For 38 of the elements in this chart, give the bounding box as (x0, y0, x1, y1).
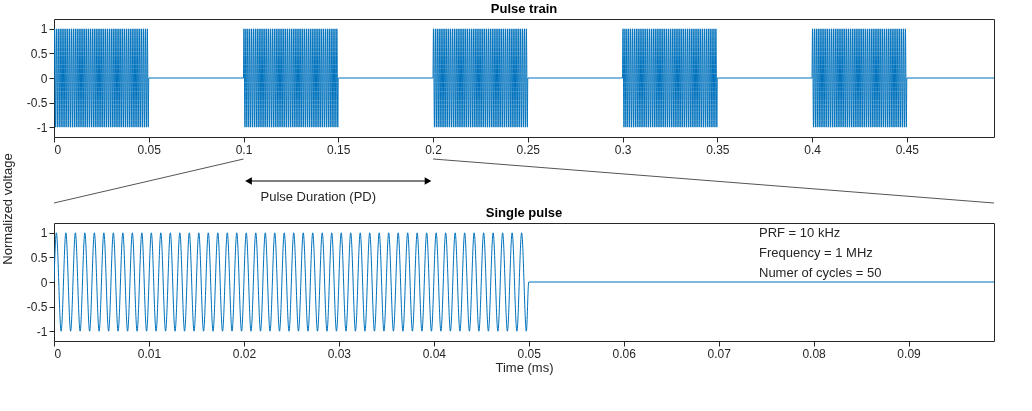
y-tick-label: 1 (40, 226, 48, 241)
x-tick-label: 0.35 (706, 142, 730, 157)
x-tick-label: 0.05 (517, 346, 542, 361)
x-tick-label: 0.04 (422, 346, 447, 361)
y-tick-label: 0 (40, 275, 48, 290)
y-tick-label: -1 (36, 324, 48, 339)
x-tick-label: 0.03 (327, 346, 352, 361)
x-tick-label: 0.01 (137, 346, 162, 361)
x-tick-label: 0.25 (516, 142, 541, 157)
x-tick-label: 0 (54, 346, 62, 361)
x-tick-label: 0.02 (232, 346, 257, 361)
y-tick-label: -0.5 (26, 300, 48, 315)
x-tick-label: 0.3 (614, 142, 632, 157)
annotation: Frequency = 1 MHz (759, 245, 873, 260)
x-tick-label: 0.09 (897, 346, 922, 361)
x-tick-label: 0.07 (707, 346, 732, 361)
x-tick-label: 0.05 (137, 142, 162, 157)
x-tick-label: 0.1 (235, 142, 253, 157)
y-tick-label: 1 (40, 22, 48, 37)
x-axis-title: Time (ms) (495, 359, 554, 375)
text: Pulse Duration (PD) (260, 189, 377, 204)
y-tick-label: 0.5 (30, 250, 48, 265)
x-tick-label: 0.15 (327, 142, 351, 157)
y-axis-title: Normalized voltage (0, 153, 15, 265)
chart-title: Pulse train (490, 1, 558, 16)
y-tick-label: 0 (40, 71, 48, 86)
x-tick-label: 0.4 (804, 142, 822, 157)
annotation: Numer of cycles = 50 (759, 265, 882, 280)
annotation: PRF = 10 kHz (759, 225, 841, 240)
x-tick-label: 0.2 (425, 142, 443, 157)
chart-title: Single pulse (485, 205, 563, 220)
y-tick-label: 0.5 (30, 46, 48, 61)
x-tick-label: 0.45 (895, 142, 920, 157)
y-tick-label: -0.5 (26, 96, 48, 111)
x-tick-label: 0 (54, 142, 62, 157)
x-tick-label: 0.08 (802, 346, 827, 361)
y-tick-label: -1 (36, 120, 48, 135)
x-tick-label: 0.06 (612, 346, 637, 361)
